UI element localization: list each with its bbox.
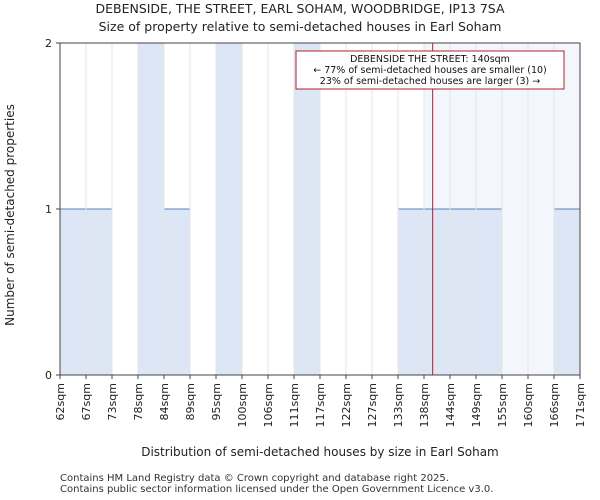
bar: [163, 208, 191, 376]
x-tick-label: 100sqm: [236, 383, 249, 427]
x-tick-label: 78sqm: [132, 383, 145, 420]
y-tick-label: 1: [45, 203, 52, 216]
x-tick-label: 67sqm: [80, 383, 93, 420]
x-tick-label: 171sqm: [574, 383, 587, 427]
x-tick-label: 117sqm: [314, 383, 327, 427]
x-tick-label: 62sqm: [54, 383, 67, 420]
bar: [59, 208, 87, 376]
footer-line-2: Contains public sector information licen…: [60, 484, 494, 495]
chart-title: DEBENSIDE, THE STREET, EARL SOHAM, WOODB…: [95, 1, 505, 16]
bar: [475, 208, 503, 376]
x-tick-label: 122sqm: [340, 383, 353, 427]
bar: [85, 208, 113, 376]
x-tick-label: 166sqm: [548, 383, 561, 427]
bar: [293, 42, 321, 376]
annotation-box: [295, 50, 565, 90]
bar: [137, 42, 165, 376]
x-tick-label: 149sqm: [470, 383, 483, 427]
x-tick-label: 106sqm: [262, 383, 275, 427]
x-tick-label: 95sqm: [210, 383, 223, 420]
x-tick-label: 127sqm: [366, 383, 379, 427]
annotation-line-1: DEBENSIDE THE STREET: 140sqm: [350, 54, 510, 65]
annotation-line-3: 23% of semi-detached houses are larger (…: [320, 76, 540, 87]
annotation-line-2: ← 77% of semi-detached houses are smalle…: [313, 65, 547, 76]
bar: [449, 208, 477, 376]
x-tick-label: 111sqm: [288, 383, 301, 427]
bar: [397, 208, 425, 376]
bar: [553, 208, 581, 376]
x-tick-label: 73sqm: [106, 383, 119, 420]
bar: [215, 42, 243, 376]
y-tick-label: 2: [45, 37, 52, 50]
y-tick-label: 0: [45, 369, 52, 382]
x-tick-label: 84sqm: [158, 383, 171, 420]
x-tick-label: 138sqm: [418, 383, 431, 427]
chart-subtitle: Size of property relative to semi-detach…: [98, 19, 502, 34]
x-tick-label: 155sqm: [496, 383, 509, 427]
x-tick-label: 133sqm: [392, 383, 405, 427]
x-axis-label: Distribution of semi-detached houses by …: [141, 445, 499, 459]
footer-line-1: Contains HM Land Registry data © Crown c…: [60, 473, 449, 484]
x-tick-label: 144sqm: [444, 383, 457, 427]
x-tick-label: 89sqm: [184, 383, 197, 420]
bar: [423, 208, 451, 376]
x-tick-label: 160sqm: [522, 383, 535, 427]
